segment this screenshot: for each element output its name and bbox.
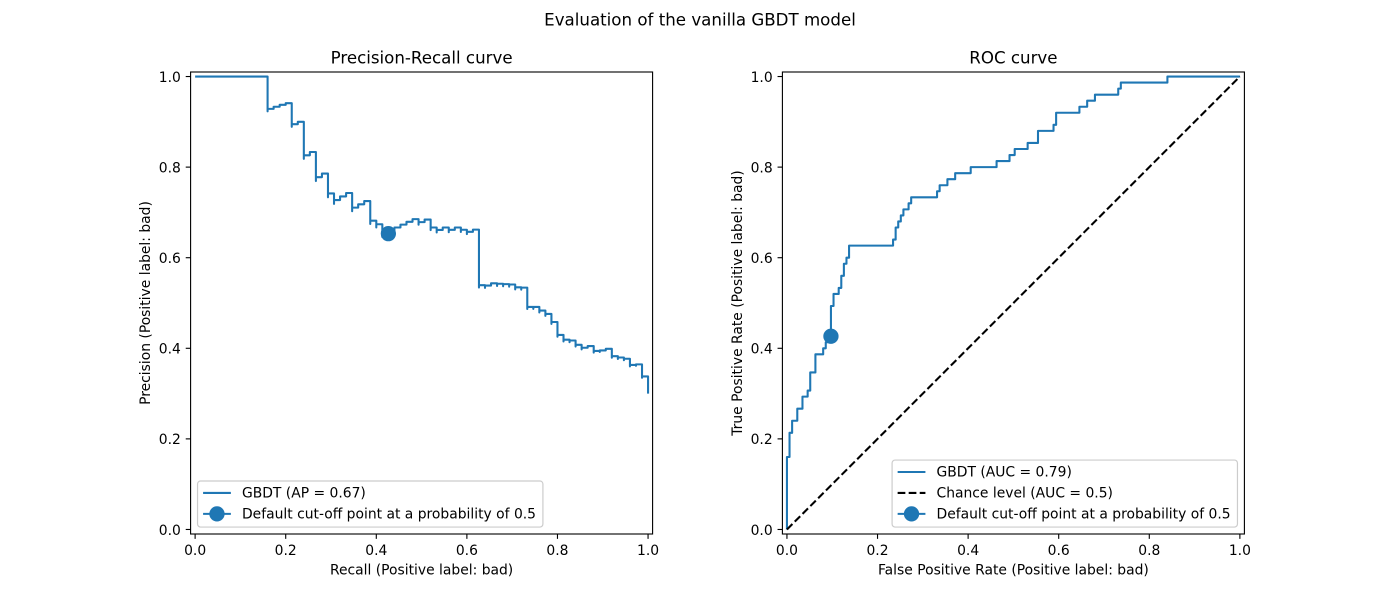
pr-xtick-label: 0.0: [184, 543, 206, 559]
roc-yaxis-label: True Positive Rate (Positive label: bad): [730, 170, 746, 437]
pr-plot: Precision-Recall curve Recall (Positive …: [138, 49, 659, 579]
roc-plot: ROC curve False Positive Rate (Positive …: [730, 49, 1251, 579]
pr-plot-title: Precision-Recall curve: [331, 49, 513, 68]
roc-legend-frame: [891, 459, 1239, 528]
roc-cutoff-marker: [823, 328, 839, 344]
pr-curve-0: [195, 75, 650, 395]
roc-ytick-label: 0.6: [751, 251, 773, 267]
pr-ytick-label: 1.0: [159, 70, 181, 86]
roc-plot-title: ROC curve: [969, 49, 1057, 68]
roc-curve-1: [786, 75, 1241, 531]
roc-spines: [781, 71, 1245, 535]
pr-xtick-label: 0.8: [546, 543, 568, 559]
roc-ytick-label: 0.8: [751, 160, 773, 176]
pr-xtick-label: 0.6: [456, 543, 478, 559]
pr-ytick-label: 0.4: [159, 342, 181, 358]
roc-legend-label-1: Chance level (AUC = 0.5): [937, 486, 1113, 502]
pr-legend-frame: [196, 480, 544, 528]
roc-plot-area: [785, 75, 1241, 531]
roc-legend-label-2: Default cut-off point at a probability o…: [937, 507, 1231, 523]
roc-ytick-label: 0.2: [751, 432, 773, 448]
pr-ytick-label: 0.6: [159, 251, 181, 267]
roc-xtick-label: 1.0: [1229, 543, 1251, 559]
roc-ytick-label: 0.4: [751, 342, 773, 358]
roc-xtick-label: 0.0: [776, 543, 798, 559]
pr-ytick-label: 0.0: [159, 523, 181, 539]
pr-legend-label-0: GBDT (AP = 0.67): [242, 486, 366, 502]
roc-xtick-label: 0.2: [866, 543, 888, 559]
pr-xtick-label: 1.0: [637, 543, 659, 559]
roc-xtick-label: 0.4: [957, 543, 979, 559]
figure-title: Evaluation of the vanilla GBDT model: [544, 10, 856, 29]
pr-spines: [190, 71, 654, 535]
pr-ytick-label: 0.2: [159, 432, 181, 448]
roc-curve-0: [785, 75, 1240, 530]
pr-ytick-label: 0.8: [159, 160, 181, 176]
pr-legend-marker-1: [209, 506, 225, 522]
roc-xtick-label: 0.6: [1048, 543, 1070, 559]
roc-ytick-label: 1.0: [751, 70, 773, 86]
pr-xtick-label: 0.2: [275, 543, 297, 559]
roc-ytick-label: 0.0: [751, 523, 773, 539]
pr-xaxis-label: Recall (Positive label: bad): [330, 562, 513, 578]
roc-xtick-label: 0.8: [1138, 543, 1160, 559]
roc-xaxis-label: False Positive Rate (Positive label: bad…: [878, 562, 1149, 578]
pr-plot-area: [195, 75, 650, 395]
pr-legend-label-1: Default cut-off point at a probability o…: [242, 507, 536, 523]
pr-yaxis-label: Precision (Positive label: bad): [138, 201, 154, 405]
pr-xtick-label: 0.4: [365, 543, 387, 559]
roc-legend: GBDT (AUC = 0.79) Chance level (AUC = 0.5…: [891, 459, 1239, 528]
roc-legend-marker-2: [903, 506, 920, 522]
roc-legend-label-0: GBDT (AUC = 0.79): [937, 465, 1072, 481]
pr-cutoff-marker: [380, 226, 397, 242]
pr-legend: GBDT (AP = 0.67) Default cut-off point at…: [196, 480, 544, 528]
